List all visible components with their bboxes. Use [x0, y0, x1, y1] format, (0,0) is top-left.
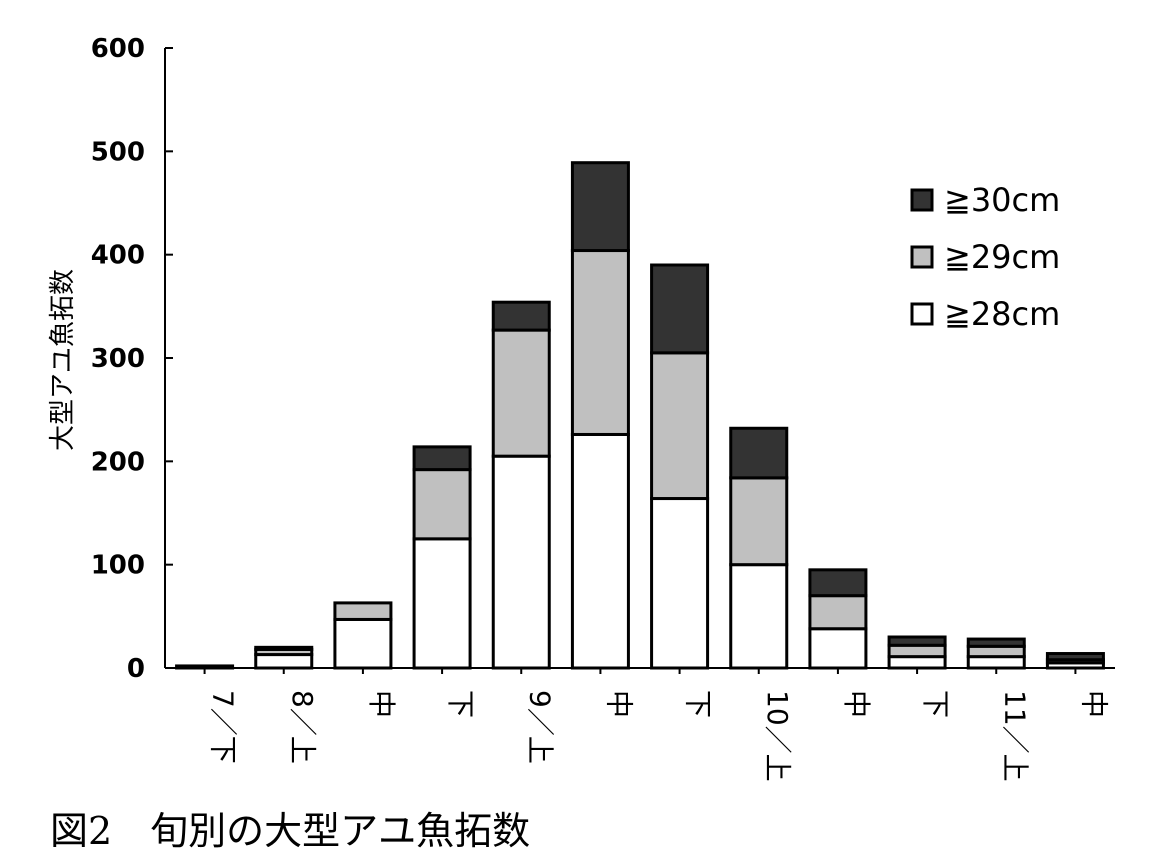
legend-swatch-3: [910, 302, 934, 326]
x-tick-label-6: 中: [602, 690, 635, 718]
bar-segment-3-11: [966, 637, 1026, 648]
bar-segment-3-10: [887, 635, 947, 647]
bar-segment-2-6: [570, 249, 630, 436]
bar-segment-3-8: [729, 426, 789, 480]
bar-segment-2-7: [650, 351, 710, 501]
bar-segment-3-9: [808, 568, 868, 598]
bar-segment-2-5: [491, 328, 551, 458]
x-tick-label-4: 下: [444, 690, 477, 718]
bar-segment-1-8: [729, 563, 789, 670]
legend-label-3: ≧28cm: [944, 295, 1060, 333]
bar-segment-1-11: [966, 655, 1026, 670]
y-axis-label: 大型アユ魚拓数: [48, 269, 78, 451]
bar-segment-2-11: [966, 644, 1026, 659]
legend-label-2: ≧29cm: [944, 238, 1060, 276]
x-tick-label-1: 7／下: [207, 690, 240, 764]
bar-segment-3-6: [570, 161, 630, 253]
bar-segment-3-5: [491, 300, 551, 332]
y-tick-label-5: 400: [91, 241, 145, 271]
y-tick-label-4: 300: [91, 344, 145, 374]
bar-segment-2-4: [412, 468, 472, 541]
bar-segment-1-5: [491, 454, 551, 670]
bar-segment-1-3: [333, 617, 393, 670]
bar-segment-1-2: [254, 653, 314, 670]
x-tick-label-12: 中: [1077, 690, 1110, 718]
bar-segment-3-12: [1045, 652, 1105, 662]
x-tick-label-7: 下: [682, 690, 715, 718]
y-tick-label-7: 600: [91, 34, 145, 64]
bar-segment-1-7: [650, 497, 710, 670]
axes-layer: 0 100 200 300 400 500 600 7／下 8／上 中 下 9／上 中 下 10／上 中 下 11…: [91, 34, 1115, 782]
legend-label-1: ≧30cm: [944, 181, 1060, 219]
bar-layer: [175, 161, 1105, 670]
legend-swatch-1: [910, 188, 934, 212]
y-tick-label-6: 500: [91, 137, 145, 167]
x-tick-label-10: 下: [919, 690, 952, 718]
bar-segment-1-10: [887, 655, 947, 670]
bar-segment-3-2: [254, 645, 314, 651]
x-tick-label-11: 11／上: [998, 690, 1031, 782]
y-tick-label-3: 200: [91, 447, 145, 477]
figure-caption: 図2 旬別の大型アユ魚拓数: [50, 809, 531, 853]
legend: ≧30cm ≧29cm ≧28cm: [910, 181, 1060, 333]
x-tick-label-5: 9／上: [523, 690, 556, 764]
stacked-bar-chart: 0 100 200 300 400 500 600 7／下 8／上 中 下 9／上 中 下 10／上 中 下 11…: [48, 34, 1115, 782]
x-tick-label-9: 中: [840, 690, 873, 718]
x-tick-label-2: 8／上: [286, 690, 319, 764]
y-tick-label-1: 0: [127, 654, 145, 684]
x-tick-label-3: 中: [365, 690, 398, 718]
y-tick-label-2: 100: [91, 551, 145, 581]
bar-segment-1-6: [570, 432, 630, 670]
bar-segment-1-4: [412, 537, 472, 670]
bar-segment-1-9: [808, 627, 868, 670]
bar-segment-2-9: [808, 594, 868, 631]
bar-segment-2-8: [729, 476, 789, 567]
bar-segment-2-3: [333, 601, 393, 621]
bar-segment-3-4: [412, 445, 472, 472]
bar-segment-3-7: [650, 263, 710, 355]
legend-swatch-2: [910, 245, 934, 269]
bar-segment-2-10: [887, 643, 947, 659]
x-tick-label-8: 10／上: [761, 690, 794, 782]
